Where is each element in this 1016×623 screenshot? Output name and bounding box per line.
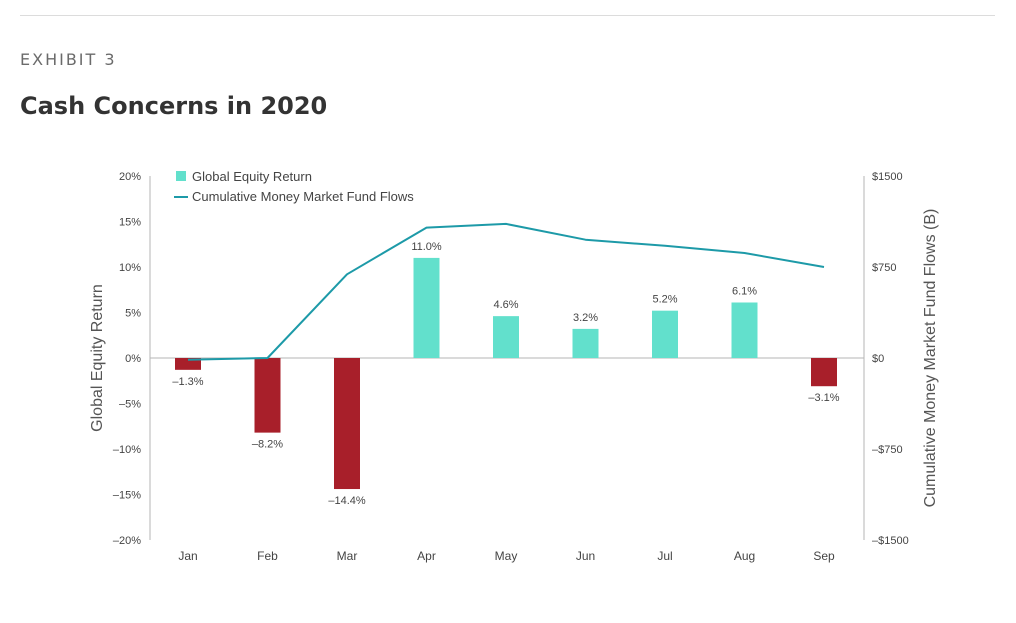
right-axis-title: Cumulative Money Market Fund Flows (B) bbox=[922, 209, 939, 508]
bar-data-label: 3.2% bbox=[573, 312, 598, 324]
x-tick-label: Aug bbox=[734, 549, 755, 563]
bar-data-label: –14.4% bbox=[328, 495, 366, 507]
bar bbox=[334, 358, 360, 490]
bar bbox=[572, 328, 599, 358]
left-tick-label: 5% bbox=[125, 308, 141, 320]
legend-line-label: Cumulative Money Market Fund Flows bbox=[192, 189, 414, 204]
bar-data-label: 6.1% bbox=[732, 285, 757, 297]
bar bbox=[413, 257, 440, 358]
bar bbox=[731, 302, 758, 358]
x-tick-label: Sep bbox=[813, 549, 835, 563]
x-tick-label: Jan bbox=[178, 549, 197, 563]
left-axis-title: Global Equity Return bbox=[89, 284, 106, 432]
legend-bar-label: Global Equity Return bbox=[192, 169, 312, 184]
bar-data-label: –3.1% bbox=[808, 392, 839, 404]
left-tick-label: 0% bbox=[125, 353, 141, 365]
x-tick-label: Feb bbox=[257, 549, 278, 563]
right-tick-label: –$750 bbox=[872, 444, 903, 456]
bar-data-label: 11.0% bbox=[411, 241, 442, 253]
bar-data-label: 5.2% bbox=[652, 294, 677, 306]
bar-data-label: –1.3% bbox=[172, 376, 203, 388]
x-tick-label: Mar bbox=[337, 549, 358, 563]
legend-bar-swatch bbox=[176, 171, 186, 181]
right-tick-label: $750 bbox=[872, 262, 896, 274]
x-tick-label: Jun bbox=[576, 549, 595, 563]
right-tick-label: $1500 bbox=[872, 171, 903, 183]
left-tick-label: –15% bbox=[113, 490, 141, 502]
left-tick-label: –20% bbox=[113, 535, 141, 547]
x-tick-label: Apr bbox=[417, 549, 436, 563]
money-market-flows-line bbox=[187, 222, 825, 361]
bar-data-label: 4.6% bbox=[493, 299, 518, 311]
left-tick-label: –5% bbox=[119, 399, 141, 411]
bar bbox=[254, 358, 281, 433]
x-tick-label: May bbox=[495, 549, 518, 563]
x-tick-label: Jul bbox=[657, 549, 672, 563]
top-divider bbox=[20, 15, 995, 16]
bar-data-label: –8.2% bbox=[252, 439, 283, 451]
right-tick-label: –$1500 bbox=[872, 535, 909, 547]
bar bbox=[493, 316, 519, 358]
exhibit-label: EXHIBIT 3 bbox=[20, 50, 117, 69]
left-tick-label: 10% bbox=[119, 262, 141, 274]
left-tick-label: 20% bbox=[119, 171, 141, 183]
left-tick-label: 15% bbox=[119, 217, 141, 229]
left-tick-label: –10% bbox=[113, 444, 141, 456]
page-title: Cash Concerns in 2020 bbox=[20, 92, 328, 120]
bar bbox=[175, 358, 201, 370]
bar bbox=[811, 358, 837, 387]
right-tick-label: $0 bbox=[872, 353, 884, 365]
bar bbox=[652, 310, 678, 358]
